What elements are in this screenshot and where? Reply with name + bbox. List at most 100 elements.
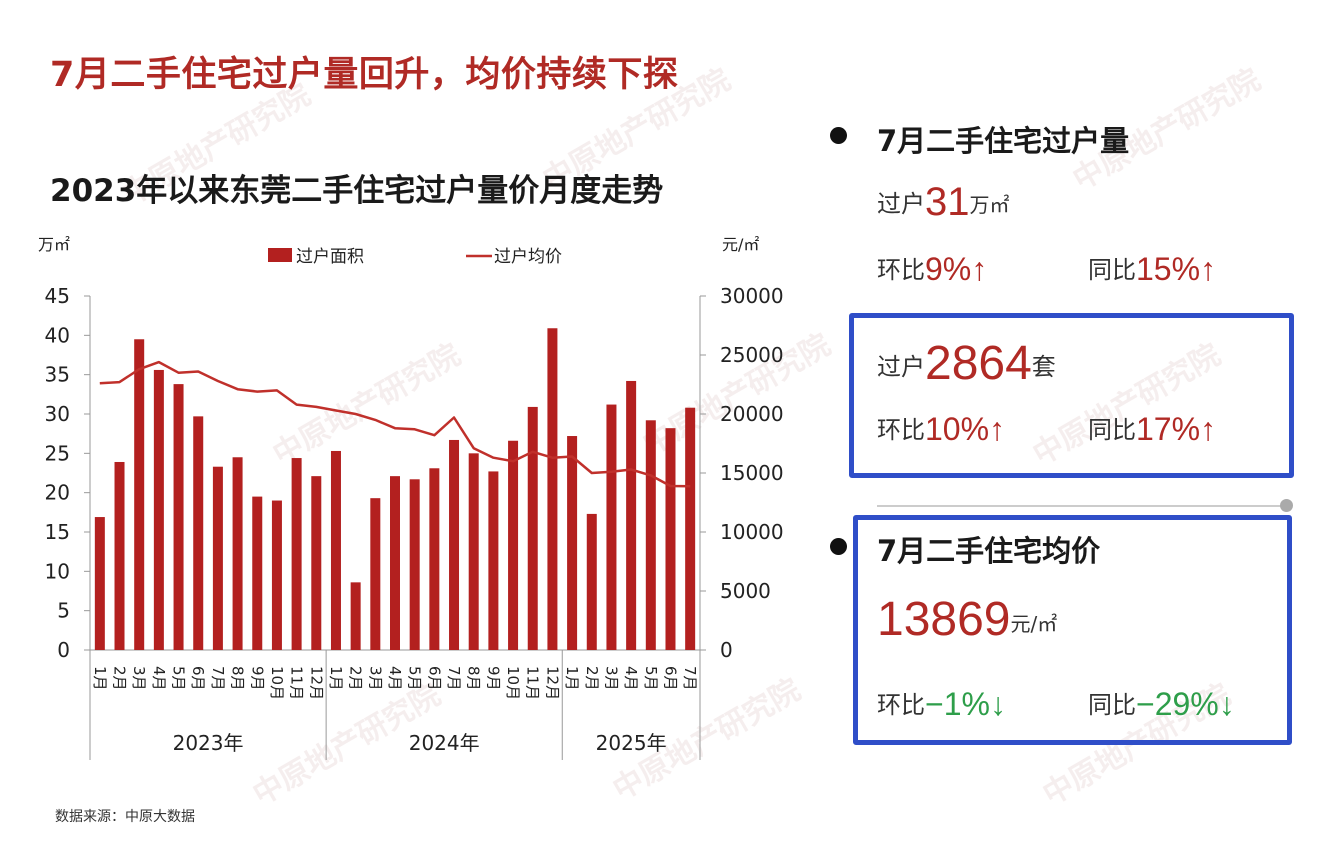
month-label: 4月 [150, 666, 168, 691]
price-unit: 元/㎡ [1010, 612, 1058, 636]
page-title: 7月二手住宅过户量回升，均价持续下探 [50, 55, 679, 95]
bar-12 [311, 476, 322, 650]
month-label: 1月 [563, 666, 581, 691]
month-label: 9月 [248, 666, 266, 691]
down-arrow-icon: ↓ [989, 686, 1006, 722]
month-label: 3月 [130, 666, 148, 691]
month-label: 7月 [445, 666, 463, 691]
month-label: 3月 [366, 666, 384, 691]
month-label: 6月 [661, 666, 679, 691]
bar-14 [350, 582, 361, 650]
area-mom: 环比9%↑ [877, 250, 987, 288]
up-arrow-icon: ↑ [989, 411, 1006, 447]
price-line: 13869元/㎡ [877, 592, 1057, 647]
right-tick-label: 20000 [720, 402, 784, 426]
units-line: 过户2864套 [877, 336, 1056, 391]
bullet-volume [830, 127, 847, 144]
units-highlight-box [849, 313, 1294, 478]
volume-section-title: 7月二手住宅过户量 [877, 124, 1130, 158]
area-yoy-value: 15% [1136, 251, 1201, 287]
bar-2 [114, 461, 125, 650]
units-mom-label: 环比 [877, 416, 925, 444]
area-line: 过户31万㎡ [877, 180, 1010, 225]
units-prefix: 过户 [877, 353, 925, 381]
bar-15 [370, 498, 381, 650]
bar-16 [390, 476, 400, 650]
month-label: 10月 [504, 666, 522, 700]
year-label-2: 2024年 [409, 731, 480, 755]
month-label: 1月 [91, 666, 109, 691]
bar-23 [527, 406, 538, 650]
month-label: 7月 [681, 666, 699, 691]
month-label: 3月 [602, 666, 620, 691]
bar-9 [252, 496, 263, 650]
year-label-1: 2023年 [173, 731, 244, 755]
up-arrow-icon: ↑ [1200, 411, 1217, 447]
left-axis-unit: 万㎡ [38, 235, 70, 254]
bar-18 [429, 468, 440, 650]
bar-30 [665, 428, 676, 650]
units-yoy-label: 同比 [1088, 416, 1136, 444]
month-label: 9月 [484, 666, 502, 691]
price-yoy-label: 同比 [1088, 691, 1136, 719]
left-tick-label: 20 [45, 481, 70, 505]
right-tick-label: 0 [720, 638, 733, 662]
bar-6 [193, 416, 204, 650]
bar-20 [468, 453, 479, 650]
area-mom-value: 9% [925, 251, 972, 287]
legend-line-label: 过户均价 [494, 247, 562, 267]
left-tick-label: 10 [45, 559, 70, 583]
bar-26 [586, 513, 597, 650]
month-label: 2月 [583, 666, 601, 691]
bar-24 [547, 328, 558, 650]
price-yoy-value: −29% [1136, 686, 1219, 722]
bar-5 [173, 384, 184, 650]
price-yoy: 同比−29%↓ [1088, 685, 1235, 723]
left-tick-label: 15 [45, 520, 70, 544]
left-tick-label: 30 [45, 402, 70, 426]
units-unit: 套 [1031, 353, 1056, 381]
bar-4 [153, 369, 164, 650]
bar-7 [212, 466, 223, 650]
down-arrow-icon: ↓ [1218, 686, 1235, 722]
month-label: 8月 [465, 666, 483, 691]
right-tick-label: 5000 [720, 579, 771, 603]
left-tick-label: 40 [45, 323, 70, 347]
right-tick-label: 10000 [720, 520, 784, 544]
price-mom-value: −1% [925, 686, 990, 722]
right-tick-label: 15000 [720, 461, 784, 485]
area-yoy: 同比15%↑ [1088, 250, 1216, 288]
legend-bar-label: 过户面积 [296, 247, 364, 267]
left-tick-label: 0 [57, 638, 70, 662]
month-label: 5月 [406, 666, 424, 691]
month-label: 11月 [524, 666, 542, 700]
up-arrow-icon: ↑ [971, 251, 988, 287]
year-label-3: 2025年 [596, 731, 667, 755]
area-prefix: 过户 [877, 190, 925, 218]
price-section-title: 7月二手住宅均价 [877, 534, 1101, 568]
bar-11 [291, 458, 302, 650]
month-label: 2月 [111, 666, 129, 691]
price-mom: 环比−1%↓ [877, 685, 1006, 723]
section-divider [877, 505, 1282, 507]
units-mom: 环比10%↑ [877, 410, 1005, 448]
area-unit: 万㎡ [969, 193, 1010, 217]
chart-title: 2023年以来东莞二手住宅过户量价月度走势 [50, 173, 664, 209]
area-value: 31 [925, 180, 970, 224]
price-line-series [99, 360, 691, 488]
bar-28 [626, 380, 637, 650]
up-arrow-icon: ↑ [1200, 251, 1217, 287]
units-mom-value: 10% [925, 411, 990, 447]
month-label: 12月 [307, 666, 325, 700]
month-label: 1月 [327, 666, 345, 691]
month-label: 5月 [642, 666, 660, 691]
units-yoy-value: 17% [1136, 411, 1201, 447]
month-label: 2月 [347, 666, 365, 691]
bar-29 [645, 420, 656, 650]
month-label: 6月 [425, 666, 443, 691]
price-mom-label: 环比 [877, 691, 925, 719]
bar-17 [409, 479, 420, 650]
legend-bar-swatch [268, 248, 292, 262]
month-label: 11月 [288, 666, 306, 700]
